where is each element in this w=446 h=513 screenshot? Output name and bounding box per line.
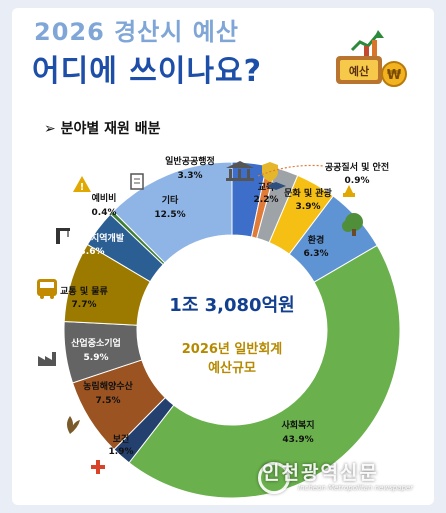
leader-line: [257, 164, 325, 177]
slice-value-label-10: 7.7%: [72, 300, 97, 310]
slice-category-label-7: 보건: [113, 433, 130, 445]
factory-icon: [38, 352, 56, 366]
page-title-line2: 어디에 쓰이나요?: [32, 54, 263, 89]
newspaper-logo: [258, 462, 290, 494]
slice-category-label-13: 기타: [162, 194, 179, 206]
section-subhead: ➢ 분야별 재원 배분: [44, 121, 161, 137]
slice-value-label-9: 5.9%: [84, 353, 109, 363]
donut-slice-6: [128, 244, 401, 499]
center-desc-line2: 예산규모: [208, 360, 256, 376]
graduation-cap-icon: [266, 182, 286, 190]
slice-value-label-11: 3.6%: [80, 247, 105, 257]
slice-value-label-1: 3.3%: [178, 171, 203, 181]
slice-value-label-13: 12.5%: [154, 210, 185, 220]
sprout-icon: [67, 416, 80, 434]
landmark-icon: [343, 185, 355, 197]
slice-category-label-12: 예비비: [92, 192, 117, 204]
watermark-english: Incheon Metropolitan newspaper: [298, 484, 414, 492]
slice-value-label-8: 7.5%: [96, 396, 121, 406]
warning-icon: !: [73, 176, 91, 193]
slice-value-label-2: 0.9%: [345, 176, 370, 186]
slice-category-label-6: 사회복지: [281, 419, 314, 431]
tree-icon: [342, 213, 363, 236]
center-desc-line1: 2026년 일반회계: [182, 341, 283, 357]
center-amount: 1조 3,080억원: [169, 295, 294, 316]
slice-category-label-4: 문화 및 관광: [284, 187, 332, 199]
svg-text:!: !: [80, 182, 85, 193]
slice-category-label-2: 공공질서 및 안전: [325, 161, 389, 173]
category-icons: !: [37, 161, 363, 474]
slice-category-label-8: 농림해양수산: [83, 380, 133, 392]
document-icon: [130, 173, 144, 190]
government-building-icon: [226, 161, 254, 181]
slice-value-label-7: 1.9%: [109, 447, 134, 457]
plus-cross-icon: [91, 460, 105, 474]
slice-category-label-9: 산업중소기업: [71, 337, 121, 349]
donut-center: 1조 3,080억원 2026년 일반회계 예산규모: [169, 295, 294, 376]
donut-slices: [63, 161, 401, 499]
slice-category-label-5: 환경: [308, 234, 325, 246]
slice-value-label-3: 2.2%: [254, 195, 279, 205]
page-title-line1: 2026 경산시 예산: [34, 18, 239, 46]
slice-value-label-4: 3.9%: [296, 202, 321, 212]
slice-value-label-6: 43.9%: [282, 435, 313, 445]
watermark-name: 인천광역신문: [262, 462, 379, 484]
slice-category-label-11: 국토 및 지역개발: [60, 232, 125, 244]
crane-icon: [56, 228, 70, 244]
slice-value-label-5: 6.3%: [304, 249, 329, 259]
slice-labels: 일반공공행정 3.3% 공공질서 및 안전 0.9% 교육 2.2% 문화 및 관광 3.9%…: [60, 155, 389, 457]
bus-icon: [37, 279, 57, 299]
slice-category-label-10: 교통 및 물류: [60, 285, 108, 297]
slice-category-label-3: 교육: [258, 182, 275, 193]
slice-value-label-12: 0.4%: [92, 208, 117, 218]
slice-category-label-1: 일반공공행정: [165, 155, 215, 167]
